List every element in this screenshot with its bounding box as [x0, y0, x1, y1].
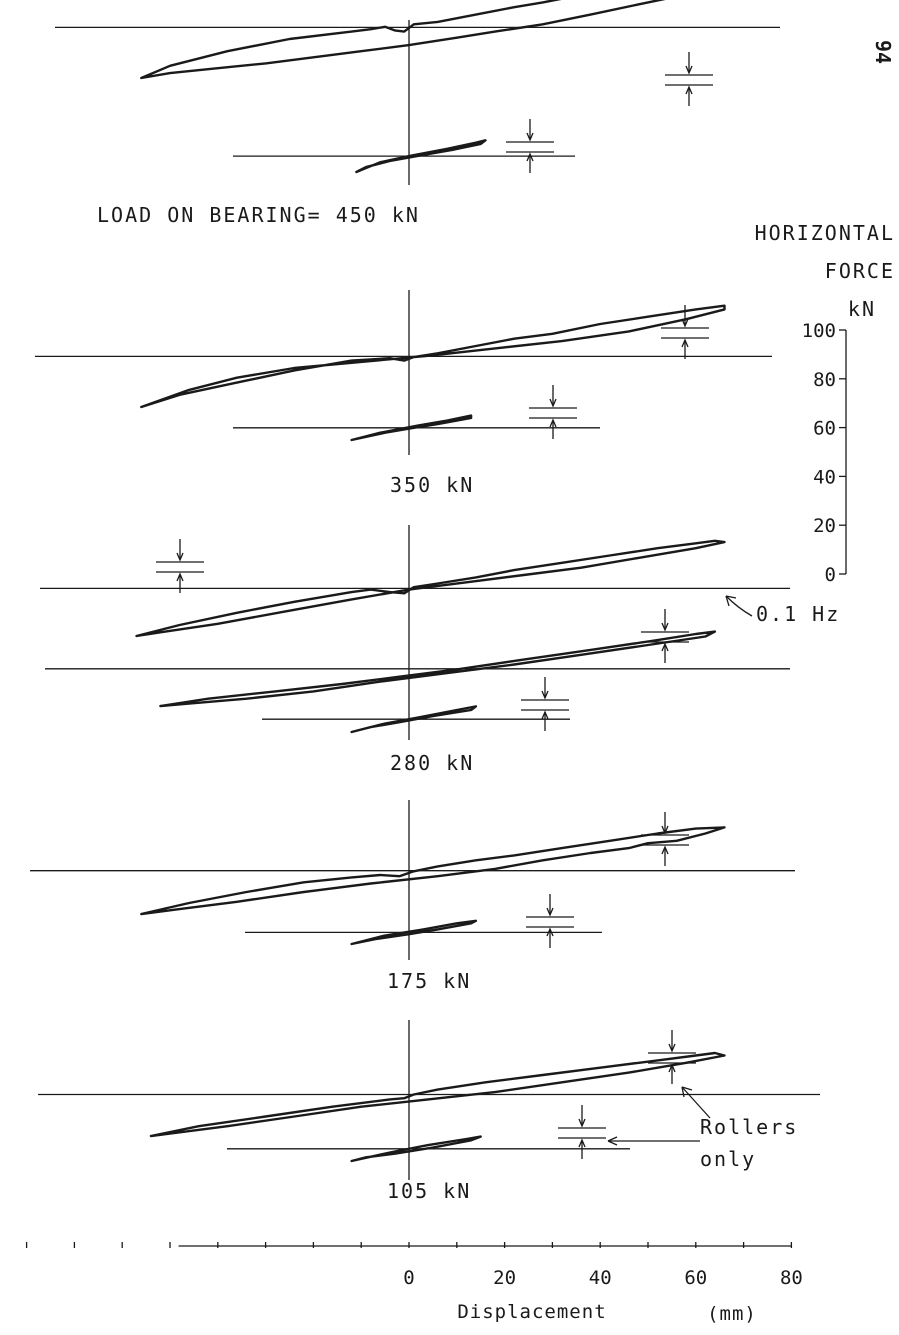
panel-2-loop-2-zero-marker — [521, 677, 569, 731]
panel-2-loop-0-zero-marker — [156, 539, 204, 593]
rollers-arrow-upper — [681, 1086, 711, 1119]
annotation-rollers-only: Rollers only — [607, 1086, 798, 1171]
force-tick-label-20: 20 — [813, 515, 836, 537]
annotation-0-1-hz-arrow — [725, 595, 753, 617]
panel-label-450: LOAD ON BEARING= 450 kN — [97, 203, 420, 227]
force-tick-label-100: 100 — [802, 320, 836, 342]
panel-2-loop-1-zero-marker — [641, 609, 689, 663]
force-axis-title-line1: HORIZONTAL — [755, 221, 895, 245]
panel-4 — [38, 1020, 820, 1180]
annotation-0-1-hz-arrowhead — [725, 595, 737, 607]
panel-4-loop-0 — [149, 1051, 726, 1138]
panel-label-105: 105 kN — [387, 1179, 471, 1203]
annotation-0-1-hz: 0.1 Hz — [725, 595, 840, 626]
panel-label-280: 280 kN — [390, 751, 474, 775]
displacement-tick-label-80: 80 — [780, 1267, 803, 1289]
panels — [30, 0, 820, 1180]
displacement-tick-label-20: 20 — [493, 1267, 516, 1289]
force-tick-label-0: 0 — [825, 564, 836, 586]
panel-label-350: 350 kN — [390, 473, 474, 497]
displacement-tick-label-40: 40 — [589, 1267, 612, 1289]
panel-3-loop-0-zero-marker — [641, 812, 689, 866]
displacement-ticks: 0 20 40 60 80 — [25, 1242, 803, 1289]
displacement-tick-label-60: 60 — [684, 1267, 707, 1289]
force-axis-title-line2: FORCE — [825, 259, 895, 283]
panel-2-loop-2 — [350, 705, 478, 734]
panel-0 — [55, 0, 780, 185]
annotation-0-1-hz-text: 0.1 Hz — [756, 602, 840, 626]
displacement-axis-title: Displacement — [457, 1301, 606, 1323]
force-tick-label-80: 80 — [813, 369, 836, 391]
force-axis-unit: kN — [848, 297, 876, 321]
displacement-axis-unit: (mm) — [707, 1303, 757, 1325]
panel-3-loop-1 — [350, 919, 478, 946]
panel-1 — [35, 290, 772, 455]
force-tick-label-60: 60 — [813, 418, 836, 440]
annotation-only-text: only — [700, 1147, 756, 1171]
panel-0-loop-1 — [355, 139, 487, 174]
panel-3 — [30, 800, 795, 960]
rollers-arrow-upper-head — [681, 1086, 693, 1098]
panel-0-loop-1-zero-marker — [506, 119, 554, 173]
panel-3-loop-0 — [140, 826, 726, 916]
force-axis: HORIZONTAL FORCE kN 0 20 40 60 80 100 — [755, 221, 895, 586]
panel-4-loop-1-zero-marker — [558, 1105, 606, 1159]
annotation-rollers-text: Rollers — [700, 1115, 798, 1139]
panel-1-loop-1-zero-marker — [529, 385, 577, 439]
displacement-tick-label-0: 0 — [403, 1267, 414, 1289]
panel-0-loop-0-zero-marker — [665, 52, 713, 106]
panel-4-loop-1 — [350, 1135, 482, 1163]
displacement-axis: 0 20 40 60 80 Displacement (mm) — [25, 1242, 803, 1325]
panel-3-loop-1-zero-marker — [526, 894, 574, 948]
page-number: 94 — [871, 40, 895, 64]
rollers-arrow-lower-head — [607, 1136, 618, 1146]
panel-1-loop-0 — [140, 304, 726, 409]
panel-label-175: 175 kN — [387, 969, 471, 993]
panel-2-loop-1 — [159, 630, 717, 708]
panel-2 — [40, 525, 790, 740]
panel-1-loop-0-zero-marker — [661, 305, 709, 359]
panel-2-loop-0 — [135, 539, 726, 638]
force-ticks: 0 20 40 60 80 100 — [802, 320, 846, 586]
panel-0-loop-0 — [140, 0, 666, 80]
force-tick-label-40: 40 — [813, 466, 836, 488]
panel-4-loop-0-zero-marker — [648, 1030, 696, 1084]
panel-1-loop-1 — [350, 414, 473, 442]
